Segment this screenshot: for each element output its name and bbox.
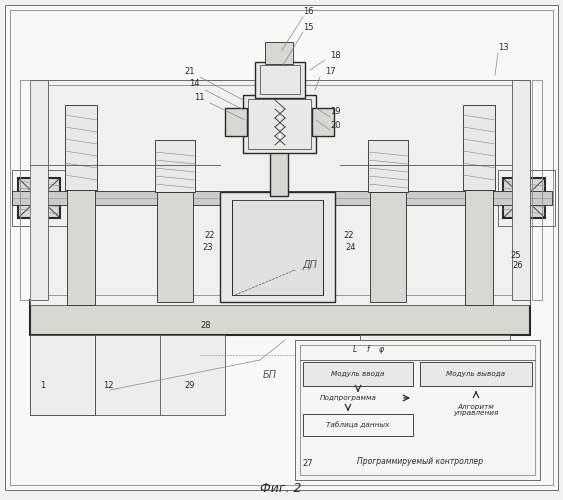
Bar [420, 362, 532, 386]
Bar [220, 192, 335, 302]
Bar [532, 80, 542, 300]
Text: Фиг. 2: Фиг. 2 [260, 482, 302, 494]
Text: БП: БП [263, 370, 277, 380]
Text: f: f [367, 346, 369, 354]
Bar [30, 335, 95, 415]
Bar [18, 178, 60, 218]
Bar [300, 345, 535, 475]
Bar [303, 414, 413, 436]
Text: 25: 25 [510, 250, 521, 260]
Bar [512, 80, 530, 300]
Bar [463, 105, 495, 190]
Bar [303, 362, 413, 386]
Bar [295, 340, 540, 480]
Text: 20: 20 [330, 120, 341, 130]
Text: 29: 29 [185, 380, 195, 390]
Bar [368, 140, 408, 192]
Bar [265, 42, 293, 64]
Bar [232, 200, 323, 295]
Text: Модуль вывода: Модуль вывода [446, 371, 506, 377]
Bar [225, 108, 247, 136]
Bar [67, 190, 95, 305]
Bar [243, 95, 316, 153]
Bar [155, 140, 195, 192]
Bar [30, 335, 225, 415]
Bar [65, 105, 97, 190]
Text: Таблица данных: Таблица данных [327, 422, 390, 428]
Bar [248, 99, 311, 149]
Text: 17: 17 [325, 68, 336, 76]
Text: 18: 18 [330, 50, 341, 59]
Bar [360, 335, 510, 415]
Bar [270, 148, 288, 196]
Text: 21: 21 [185, 68, 195, 76]
Bar [20, 80, 30, 300]
Bar [30, 300, 530, 335]
Text: Модуль ввода: Модуль ввода [331, 371, 385, 377]
Text: 13: 13 [498, 44, 508, 52]
Text: 22: 22 [343, 230, 354, 239]
Text: 11: 11 [194, 94, 205, 102]
Bar [12, 170, 68, 226]
Bar [465, 190, 493, 305]
Text: Подпрограмма: Подпрограмма [319, 395, 377, 401]
Bar [260, 65, 300, 94]
Text: Алгоритм
управления: Алгоритм управления [453, 404, 499, 416]
Bar [12, 191, 552, 205]
Bar [498, 170, 555, 226]
Text: 23: 23 [202, 244, 213, 252]
Text: 1: 1 [41, 380, 46, 390]
Text: 22: 22 [204, 230, 215, 239]
Text: 16: 16 [303, 8, 314, 16]
Text: Программируемый контроллер: Программируемый контроллер [357, 458, 483, 466]
Text: 12: 12 [103, 380, 113, 390]
Text: 15: 15 [303, 24, 314, 32]
Bar [370, 192, 406, 302]
Text: 14: 14 [190, 80, 200, 88]
Text: ДП: ДП [302, 260, 318, 270]
Bar [503, 178, 545, 218]
Text: 27: 27 [302, 460, 312, 468]
Text: 19: 19 [330, 108, 341, 116]
Bar [255, 62, 305, 98]
Text: L: L [353, 346, 357, 354]
Text: 26: 26 [512, 260, 522, 270]
Bar [30, 80, 530, 305]
Text: φ: φ [378, 346, 383, 354]
Bar [312, 108, 334, 136]
Text: 24: 24 [345, 244, 355, 252]
Bar [30, 80, 48, 300]
Bar [157, 192, 193, 302]
Text: 28: 28 [200, 320, 211, 330]
